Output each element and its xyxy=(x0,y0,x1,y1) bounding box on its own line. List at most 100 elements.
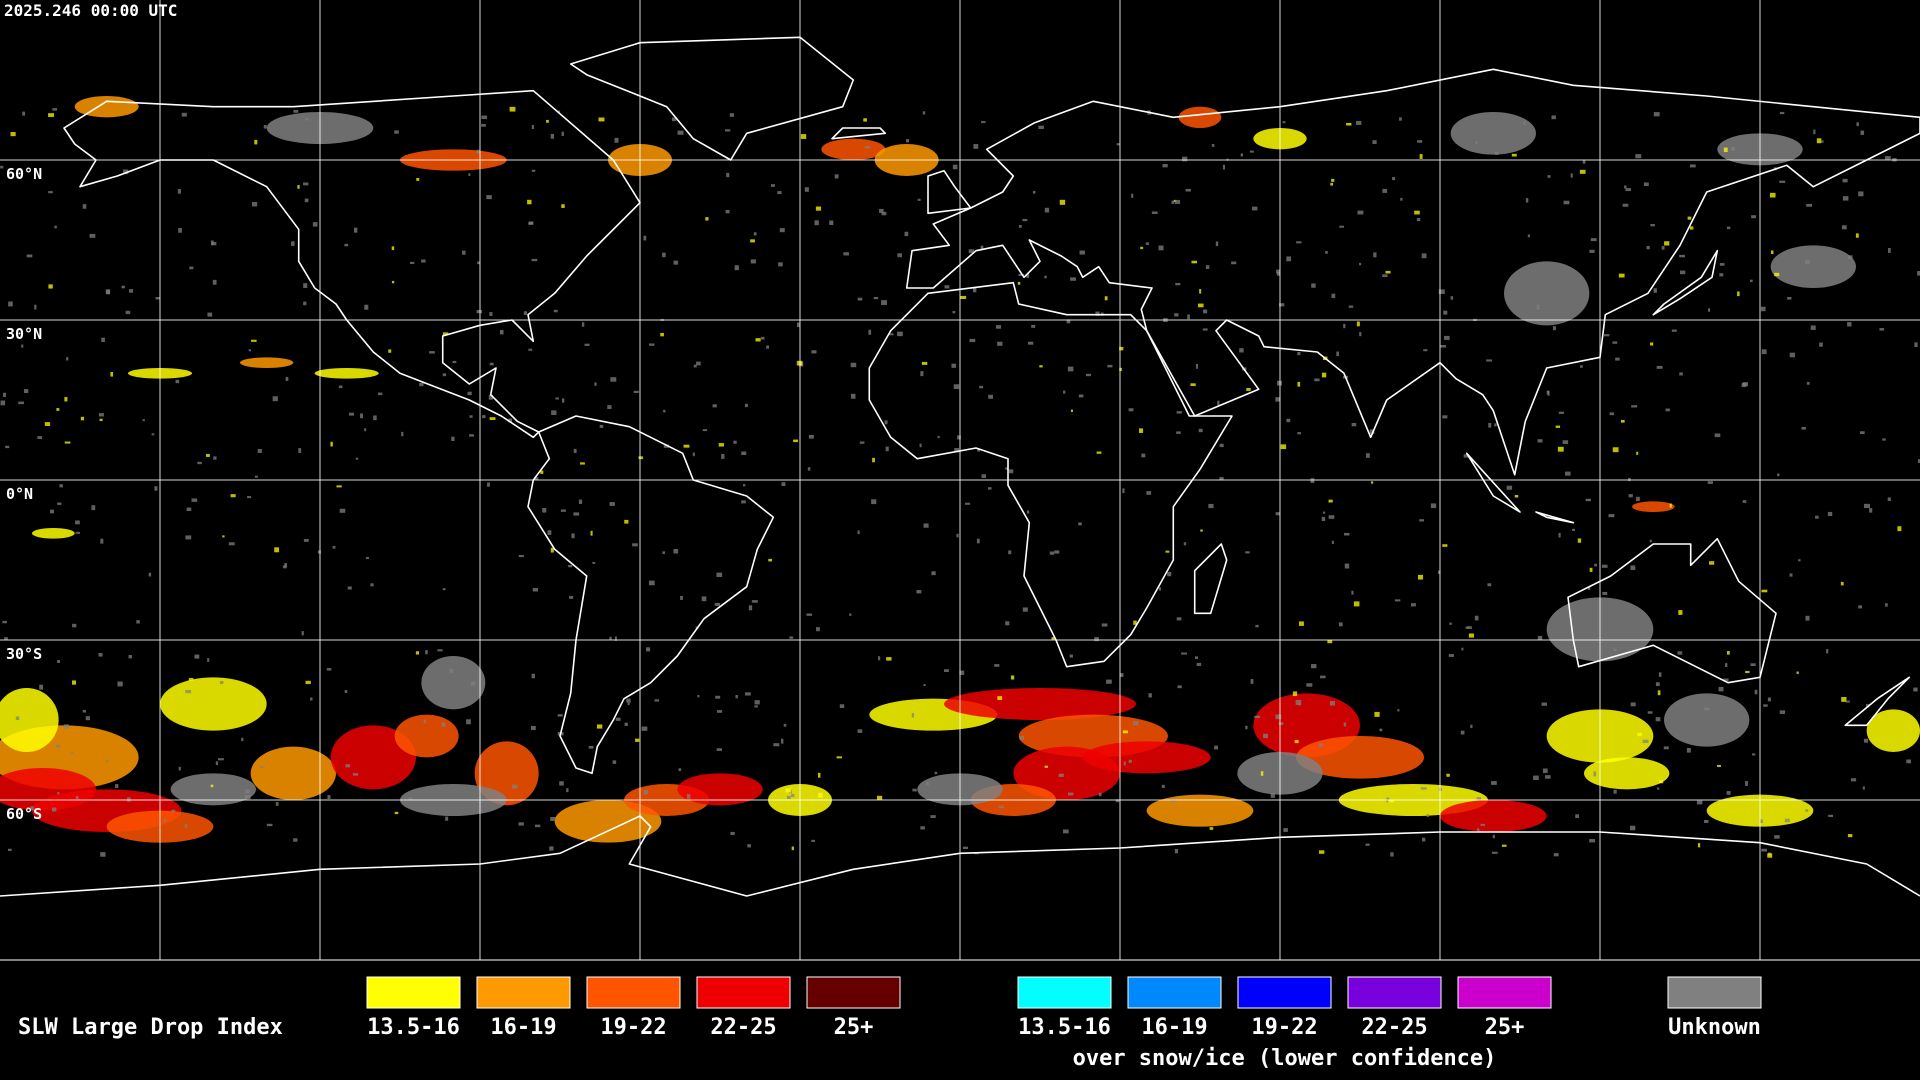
cloud-speck xyxy=(1446,773,1450,777)
cloud-speck xyxy=(612,760,617,764)
cloud-speck xyxy=(251,202,258,207)
cloud-speck xyxy=(897,253,902,258)
latitude-label: 30°S xyxy=(6,645,42,663)
cloud-speck xyxy=(643,789,648,795)
cloud-speck xyxy=(834,174,839,179)
cloud-speck xyxy=(930,815,936,818)
cloud-speck xyxy=(285,376,289,381)
cloud-speck xyxy=(1913,687,1918,692)
cloud-speck xyxy=(34,304,37,310)
cloud-speck xyxy=(1742,382,1748,387)
cloud-speck xyxy=(487,482,490,487)
cloud-speck xyxy=(627,702,630,706)
cloud-speck xyxy=(1282,121,1286,124)
cloud-speck xyxy=(1474,615,1479,621)
cloud-speck xyxy=(1329,701,1336,706)
cloud-speck xyxy=(1176,617,1182,621)
cloud-speck xyxy=(1010,675,1015,680)
cloud-speck xyxy=(1761,848,1767,852)
cloud-speck xyxy=(1869,508,1873,513)
cloud-speck xyxy=(836,756,842,759)
cloud-speck xyxy=(566,788,569,793)
cloud-speck xyxy=(1251,206,1258,211)
cloud-speck xyxy=(303,538,309,542)
cloud-speck xyxy=(1689,226,1694,230)
cloud-speck xyxy=(1863,738,1868,743)
cloud-speck xyxy=(1414,210,1420,215)
cloud-speck xyxy=(1419,519,1425,522)
cloud-speck xyxy=(766,345,770,349)
cloud-speck xyxy=(1051,637,1055,640)
cloud-speck xyxy=(248,349,251,352)
cloud-speck xyxy=(1322,511,1326,514)
cloud-speck xyxy=(1318,743,1324,748)
cloud-speck xyxy=(785,788,792,793)
cloud-speck xyxy=(988,394,993,399)
cloud-speck xyxy=(8,301,13,307)
cloud-speck xyxy=(489,362,494,366)
cloud-speck xyxy=(23,389,29,394)
cloud-speck xyxy=(1132,721,1139,726)
cloud-speck xyxy=(1714,433,1721,438)
cloud-speck xyxy=(1096,451,1102,454)
cloud-speck xyxy=(793,439,799,443)
cloud-speck xyxy=(15,716,20,720)
cloud-speck xyxy=(807,467,811,471)
cloud-speck xyxy=(215,761,219,766)
cloud-speck xyxy=(445,816,449,821)
cloud-speck xyxy=(912,788,917,792)
cloud-speck xyxy=(1049,551,1055,555)
cloud-speck xyxy=(489,417,496,421)
cloud-speck xyxy=(789,636,794,639)
cloud-speck xyxy=(1661,245,1665,250)
cloud-speck xyxy=(1491,851,1498,854)
cloud-speck xyxy=(1190,383,1196,387)
cloud-speck xyxy=(1062,829,1069,834)
cloud-speck xyxy=(462,250,466,255)
cloud-speck xyxy=(560,509,566,512)
cloud-speck xyxy=(1171,200,1175,204)
cloud-speck xyxy=(705,217,709,221)
cloud-speck xyxy=(573,448,577,454)
cloud-speck xyxy=(1486,359,1493,362)
cloud-speck xyxy=(956,533,959,538)
cloud-speck xyxy=(486,195,492,200)
cloud-speck xyxy=(692,452,695,457)
cloud-speck xyxy=(741,451,747,456)
cloud-speck xyxy=(1726,226,1731,230)
cloud-speck xyxy=(1565,471,1571,476)
cloud-speck xyxy=(1719,263,1725,266)
cloud-speck xyxy=(188,677,194,681)
legend: SLW Large Drop Index 13.5-16 16-19 19-22 22-… xyxy=(18,976,1762,1071)
cloud-speck xyxy=(48,191,53,194)
cloud-speck xyxy=(638,456,643,460)
cloud-speck xyxy=(998,805,1004,808)
cloud-speck xyxy=(729,113,734,117)
cloud-speck xyxy=(1826,649,1829,654)
cloud-speck xyxy=(1697,843,1701,848)
cloud-speck xyxy=(1437,570,1441,574)
coastline xyxy=(1193,543,1228,615)
cloud-speck xyxy=(588,745,594,749)
cloud-speck xyxy=(1613,648,1617,651)
cloud-speck xyxy=(1181,652,1187,655)
cloud-speck xyxy=(920,826,925,830)
cloud-speck xyxy=(354,227,358,233)
cloud-speck xyxy=(1318,850,1325,854)
coastline xyxy=(527,415,775,775)
cloud-speck xyxy=(624,722,628,726)
cloud-speck xyxy=(943,669,949,673)
cloud-speck xyxy=(1745,780,1748,786)
cloud-speck xyxy=(753,232,757,236)
cloud-speck xyxy=(106,759,109,763)
cloud-speck xyxy=(241,737,244,742)
cloud-speck xyxy=(609,636,612,640)
cloud-speck xyxy=(697,694,700,698)
cloud-speck xyxy=(293,838,298,842)
cloud-speck xyxy=(1249,150,1254,153)
cloud-speck xyxy=(1450,296,1454,300)
cloud-speck xyxy=(1653,112,1660,117)
cloud-speck xyxy=(1343,722,1347,727)
cloud-speck xyxy=(1338,622,1343,627)
cloud-speck xyxy=(1174,313,1179,317)
